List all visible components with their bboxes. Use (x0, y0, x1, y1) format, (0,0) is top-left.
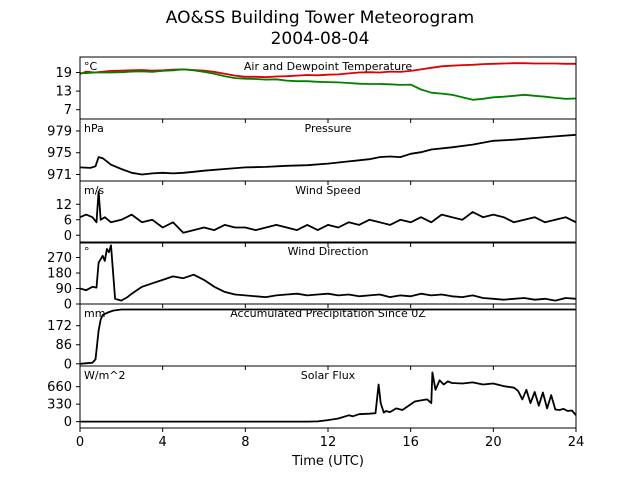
temperature-unit-label: °C (84, 60, 98, 73)
wind_speed-unit-label: m/s (84, 184, 104, 197)
temperature-series-0-line (80, 62, 576, 79)
temperature-ytick-label: 13 (55, 85, 72, 100)
chart-title: AO&SS Building Tower Meteorogram (165, 8, 475, 28)
xtick-label: 20 (485, 435, 502, 450)
xtick-label: 8 (241, 435, 249, 450)
precip-ytick-label: 86 (55, 338, 72, 353)
temperature-panel-title: Air and Dewpoint Temperature (244, 60, 412, 73)
solar-series-0-line (80, 371, 576, 423)
precip-ytick-label: 0 (64, 357, 72, 372)
xtick-label: 4 (159, 435, 167, 450)
wind_direction-ytick-label: 90 (55, 282, 72, 297)
wind_speed-panel-title: Wind Speed (295, 184, 361, 197)
precip-panel-title: Accumulated Precipitation Since 0Z (230, 307, 426, 320)
precip-series-0-line (80, 308, 576, 365)
wind_direction-unit-label: ° (84, 245, 90, 258)
wind_speed-ytick-label: 6 (64, 213, 72, 228)
wind_speed-ytick-label: 12 (55, 198, 72, 213)
solar-ytick-label: 0 (64, 415, 72, 430)
pressure-ytick-label: 975 (47, 146, 72, 161)
solar-panel-title: Solar Flux (301, 369, 356, 382)
solar-ytick-label: 330 (47, 398, 72, 413)
pressure-series-0-line (80, 133, 576, 176)
wind_direction-ytick-label: 0 (64, 298, 72, 313)
xtick-label: 16 (402, 435, 419, 450)
wind_direction-panel-title: Wind Direction (288, 245, 369, 258)
wind_direction-ytick-label: 270 (47, 251, 72, 266)
wind_speed-series-0-line (80, 190, 576, 234)
temperature-series-1-line (80, 68, 576, 101)
temperature-ytick-label: 19 (55, 66, 72, 81)
pressure-panel-title: Pressure (305, 122, 352, 135)
precip-unit-label: mm (84, 307, 105, 320)
pressure-ytick-label: 971 (47, 168, 72, 183)
pressure-ytick-label: 979 (47, 124, 72, 139)
temperature-ytick-label: 7 (64, 103, 72, 118)
xtick-label: 24 (568, 435, 585, 450)
chart-subtitle: 2004-08-04 (270, 29, 370, 49)
wind_direction-series-0-line (80, 244, 576, 302)
solar-ytick-label: 660 (47, 380, 72, 395)
wind_direction-ytick-label: 180 (47, 267, 72, 282)
xtick-label: 12 (320, 435, 337, 450)
precip-ytick-label: 172 (47, 319, 72, 334)
wind_speed-ytick-label: 0 (64, 229, 72, 244)
solar-unit-label: W/m^2 (84, 369, 126, 382)
x-axis-label: Time (UTC) (291, 454, 364, 469)
xtick-label: 0 (76, 435, 84, 450)
pressure-unit-label: hPa (84, 122, 104, 135)
